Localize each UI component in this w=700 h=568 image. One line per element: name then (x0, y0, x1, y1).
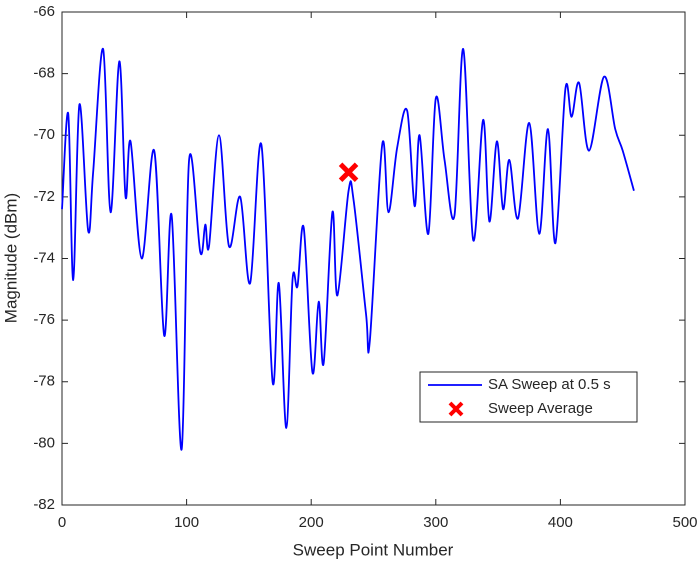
y-tick-label: -80 (33, 434, 55, 451)
series-line (61, 48, 635, 451)
legend-box (419, 371, 638, 423)
y-tick-label: -82 (33, 496, 55, 513)
x-axis-label: Sweep Point Number (293, 540, 454, 559)
legend-label: Sweep Average (488, 400, 593, 417)
y-axis-label: Magnitude (dBm) (1, 193, 20, 323)
y-tick-label: -70 (33, 126, 55, 143)
y-tick-label: -68 (33, 65, 55, 82)
x-tick-label: 200 (299, 514, 324, 531)
legend-marker (448, 401, 464, 417)
axes-box (61, 11, 686, 506)
x-tick-label: 0 (58, 514, 66, 531)
x-tick-label: 500 (672, 514, 697, 531)
y-tick-label: -76 (33, 311, 55, 328)
x-marker (338, 162, 359, 182)
x-tick-label: 100 (174, 514, 199, 531)
y-tick-label: -74 (33, 249, 55, 266)
y-tick-label: -78 (33, 373, 55, 390)
y-tick-label: -66 (33, 3, 55, 20)
y-tick-label: -72 (33, 188, 55, 205)
x-tick-label: 400 (548, 514, 573, 531)
plot-area (62, 12, 685, 505)
legend-label: SA Sweep at 0.5 s (488, 376, 611, 393)
x-tick-label: 300 (423, 514, 448, 531)
